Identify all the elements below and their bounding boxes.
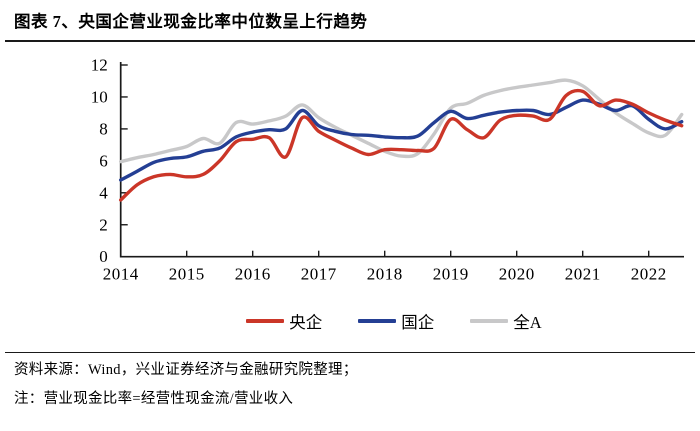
line-chart: 0 2 4 6 8 10 12 2014 2015 2016 2017 2018 2019 2020 202… [0,50,700,300]
axis-spine [119,62,684,258]
series-line-central-enterprises [119,88,684,202]
x-tick-label: 2019 [433,265,469,284]
legend-line-swatch-state-owned-enterprises [358,319,397,323]
x-tick-label: 2020 [499,265,535,284]
legend-line-swatch-all-a-shares [470,319,509,323]
title-divider [5,40,695,42]
x-tick-label: 2018 [367,265,403,284]
y-tick-label: 6 [99,151,108,170]
y-tick-label: 0 [99,247,108,266]
x-tick-label: 2021 [565,265,601,284]
source-note: 资料来源：Wind，兴业证券经济与金融研究院整理； [14,362,358,378]
x-tick-label: 2017 [301,265,337,284]
legend-label: 全A [513,313,542,332]
series-line-state-owned-enterprises [119,98,684,182]
legend-label: 央企 [289,313,323,332]
y-tick-label: 10 [91,87,108,106]
series-line-all-a-shares [119,78,684,164]
x-tick-label: 2014 [103,265,139,284]
footer-divider [5,352,695,353]
legend-label: 国企 [401,313,435,332]
y-tick-label: 4 [99,183,108,202]
x-tick-label: 2016 [235,265,271,284]
y-tick-label: 12 [91,56,108,75]
legend-item-all-a-shares: 全A [470,309,542,333]
y-tick-label: 8 [99,119,108,138]
y-tick-label: 2 [99,215,108,234]
x-tick-label: 2022 [631,265,667,284]
formula-note: 注：营业现金比率=经营性现金流/营业收入 [14,391,294,407]
figure-title: 图表 7、央国企营业现金比率中位数呈上行趋势 [14,12,368,31]
x-tick-label: 2015 [169,265,205,284]
chart-legend: 央企 国企 全A [44,309,700,333]
legend-line-swatch-central-enterprises [246,319,285,323]
legend-item-state-owned-enterprises: 国企 [358,309,434,333]
legend-item-central-enterprises: 央企 [246,309,322,333]
chart-canvas: 0 2 4 6 8 10 12 2014 2015 2016 2017 2018 2019 2020 202… [91,56,684,284]
